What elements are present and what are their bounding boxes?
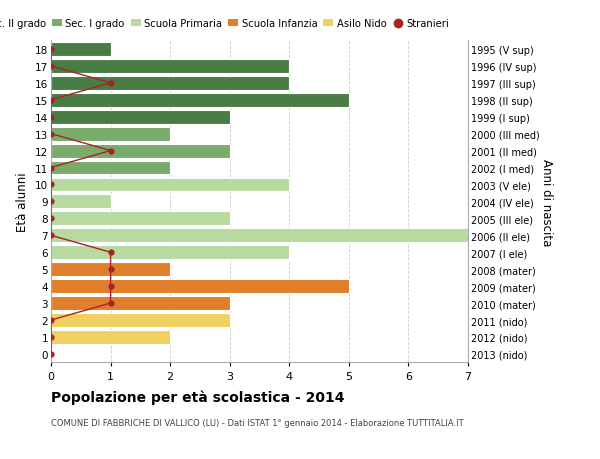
Bar — [51, 178, 289, 192]
Text: Popolazione per età scolastica - 2014: Popolazione per età scolastica - 2014 — [51, 390, 344, 405]
Bar — [51, 297, 230, 310]
Bar — [51, 161, 170, 175]
Legend: Sec. II grado, Sec. I grado, Scuola Primaria, Scuola Infanzia, Asilo Nido, Stran: Sec. II grado, Sec. I grado, Scuola Prim… — [0, 15, 453, 33]
Bar — [51, 280, 349, 293]
Bar — [51, 94, 349, 107]
Bar — [51, 229, 468, 243]
Bar — [51, 60, 289, 73]
Y-axis label: Età alunni: Età alunni — [16, 172, 29, 232]
Text: COMUNE DI FABBRICHE DI VALLICO (LU) - Dati ISTAT 1° gennaio 2014 - Elaborazione : COMUNE DI FABBRICHE DI VALLICO (LU) - Da… — [51, 418, 464, 427]
Bar — [51, 43, 110, 57]
Bar — [51, 195, 110, 209]
Bar — [51, 212, 230, 226]
Bar — [51, 330, 170, 344]
Bar — [51, 77, 289, 90]
Y-axis label: Anni di nascita: Anni di nascita — [541, 158, 553, 246]
Bar — [51, 144, 230, 158]
Bar — [51, 111, 230, 124]
Bar — [51, 128, 170, 141]
Bar — [51, 313, 230, 327]
Bar — [51, 246, 289, 260]
Bar — [51, 263, 170, 276]
